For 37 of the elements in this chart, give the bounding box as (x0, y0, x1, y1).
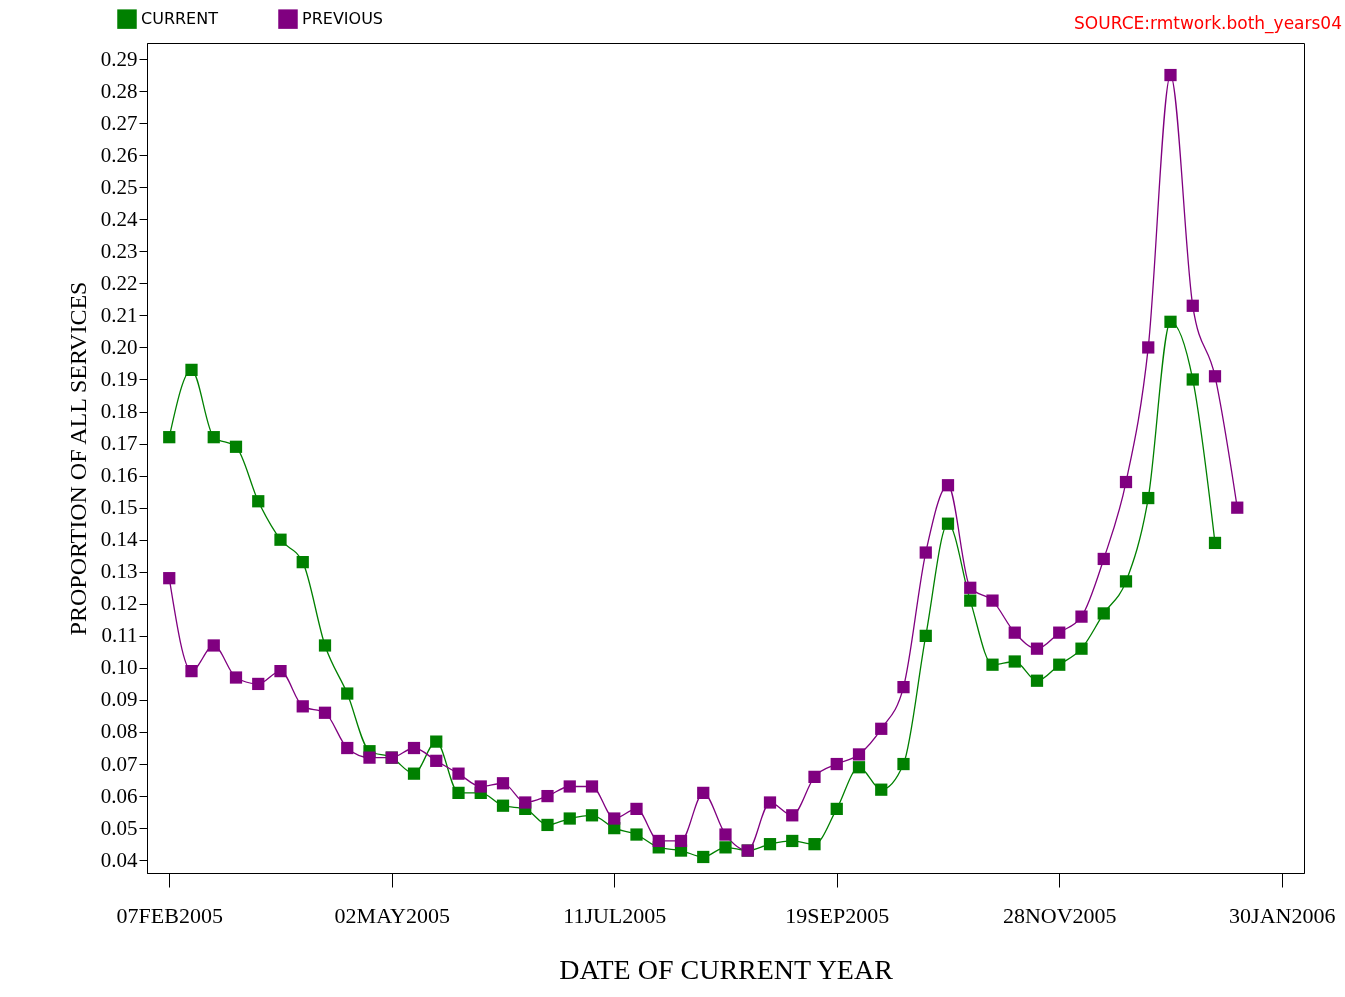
y-tick-label: 0.27 (100, 110, 138, 135)
y-tick-label: 0.16 (100, 463, 138, 488)
y-tick-label: 0.05 (100, 815, 138, 840)
x-tick-label: 30JAN2006 (1229, 902, 1336, 928)
y-tick-label: 0.12 (100, 591, 138, 616)
y-axis-title: PROPORTION OF ALL SERVICES (64, 281, 91, 636)
y-tick-label: 0.25 (100, 174, 138, 199)
y-tick-label: 0.09 (100, 687, 138, 712)
source-note: SOURCE:rmtwork.both_years04 (1074, 13, 1342, 34)
y-tick-label: 0.23 (100, 238, 138, 263)
y-tick-label: 0.29 (100, 46, 138, 71)
y-tick-label: 0.14 (100, 527, 138, 552)
x-tick-label: 07FEB2005 (116, 902, 223, 928)
x-tick-label: 02MAY2005 (334, 902, 450, 928)
x-tick-label: 11JUL2005 (563, 902, 667, 928)
legend-label: PREVIOUS (302, 9, 383, 29)
y-tick-label: 0.28 (100, 78, 138, 103)
legend-label: CURRENT (141, 9, 219, 29)
y-tick-label: 0.22 (100, 270, 138, 295)
y-tick-label: 0.13 (100, 559, 138, 584)
y-tick-label: 0.19 (100, 366, 138, 391)
y-tick-label: 0.18 (100, 399, 138, 424)
y-tick-label: 0.15 (100, 495, 138, 520)
y-tick-label: 0.20 (100, 334, 138, 359)
x-tick-label: 28NOV2005 (1002, 902, 1117, 928)
y-tick-label: 0.07 (100, 751, 138, 776)
y-tick-label: 0.10 (100, 655, 138, 680)
y-tick-label: 0.06 (100, 783, 138, 808)
y-tick-label: 0.17 (100, 431, 138, 456)
y-tick-label: 0.24 (100, 206, 138, 231)
y-tick-label: 0.08 (100, 719, 138, 744)
y-tick-label: 0.11 (101, 623, 138, 648)
y-tick-label: 0.21 (100, 302, 138, 327)
y-tick-label: 0.26 (100, 142, 138, 167)
y-tick-label: 0.04 (100, 847, 138, 872)
x-tick-label: 19SEP2005 (785, 902, 890, 928)
x-axis-title: DATE OF CURRENT YEAR (559, 953, 894, 985)
